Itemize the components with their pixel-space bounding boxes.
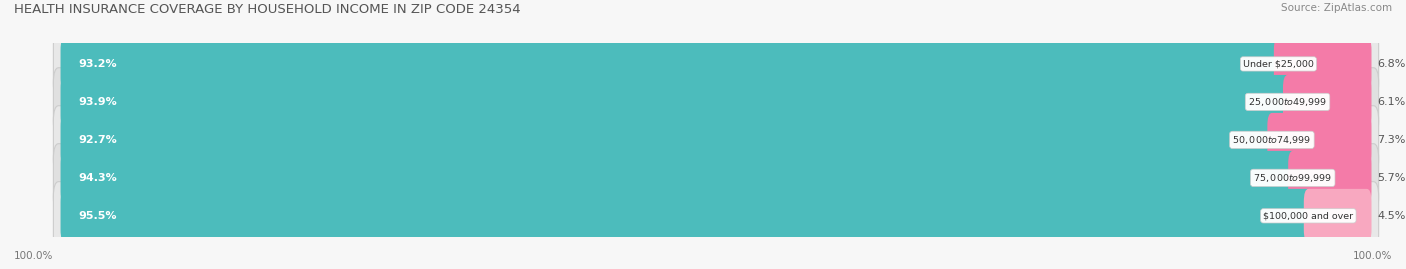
Text: HEALTH INSURANCE COVERAGE BY HOUSEHOLD INCOME IN ZIP CODE 24354: HEALTH INSURANCE COVERAGE BY HOUSEHOLD I… [14,3,520,16]
Text: 100.0%: 100.0% [14,251,53,261]
Text: $75,000 to $99,999: $75,000 to $99,999 [1253,172,1333,184]
Text: 100.0%: 100.0% [1353,251,1392,261]
Text: Under $25,000: Under $25,000 [1243,59,1313,68]
Text: $50,000 to $74,999: $50,000 to $74,999 [1232,134,1312,146]
Text: Source: ZipAtlas.com: Source: ZipAtlas.com [1281,3,1392,13]
Text: 94.3%: 94.3% [79,173,117,183]
FancyBboxPatch shape [60,75,1292,129]
Text: 4.5%: 4.5% [1378,211,1406,221]
FancyBboxPatch shape [53,144,1379,212]
FancyBboxPatch shape [60,151,1298,205]
FancyBboxPatch shape [53,106,1379,174]
Text: 93.2%: 93.2% [79,59,117,69]
Text: 92.7%: 92.7% [79,135,117,145]
Text: 95.5%: 95.5% [79,211,117,221]
Text: 7.3%: 7.3% [1378,135,1406,145]
FancyBboxPatch shape [1284,75,1371,129]
FancyBboxPatch shape [60,189,1313,243]
Text: 93.9%: 93.9% [79,97,117,107]
Text: $25,000 to $49,999: $25,000 to $49,999 [1249,96,1327,108]
FancyBboxPatch shape [53,30,1379,98]
FancyBboxPatch shape [60,113,1277,167]
Text: 5.7%: 5.7% [1378,173,1406,183]
Text: 6.8%: 6.8% [1378,59,1406,69]
FancyBboxPatch shape [1274,37,1371,91]
FancyBboxPatch shape [1267,113,1371,167]
FancyBboxPatch shape [53,182,1379,250]
Text: 6.1%: 6.1% [1378,97,1406,107]
FancyBboxPatch shape [1288,151,1371,205]
FancyBboxPatch shape [1303,189,1371,243]
FancyBboxPatch shape [60,37,1284,91]
Text: $100,000 and over: $100,000 and over [1264,211,1354,220]
FancyBboxPatch shape [53,68,1379,136]
